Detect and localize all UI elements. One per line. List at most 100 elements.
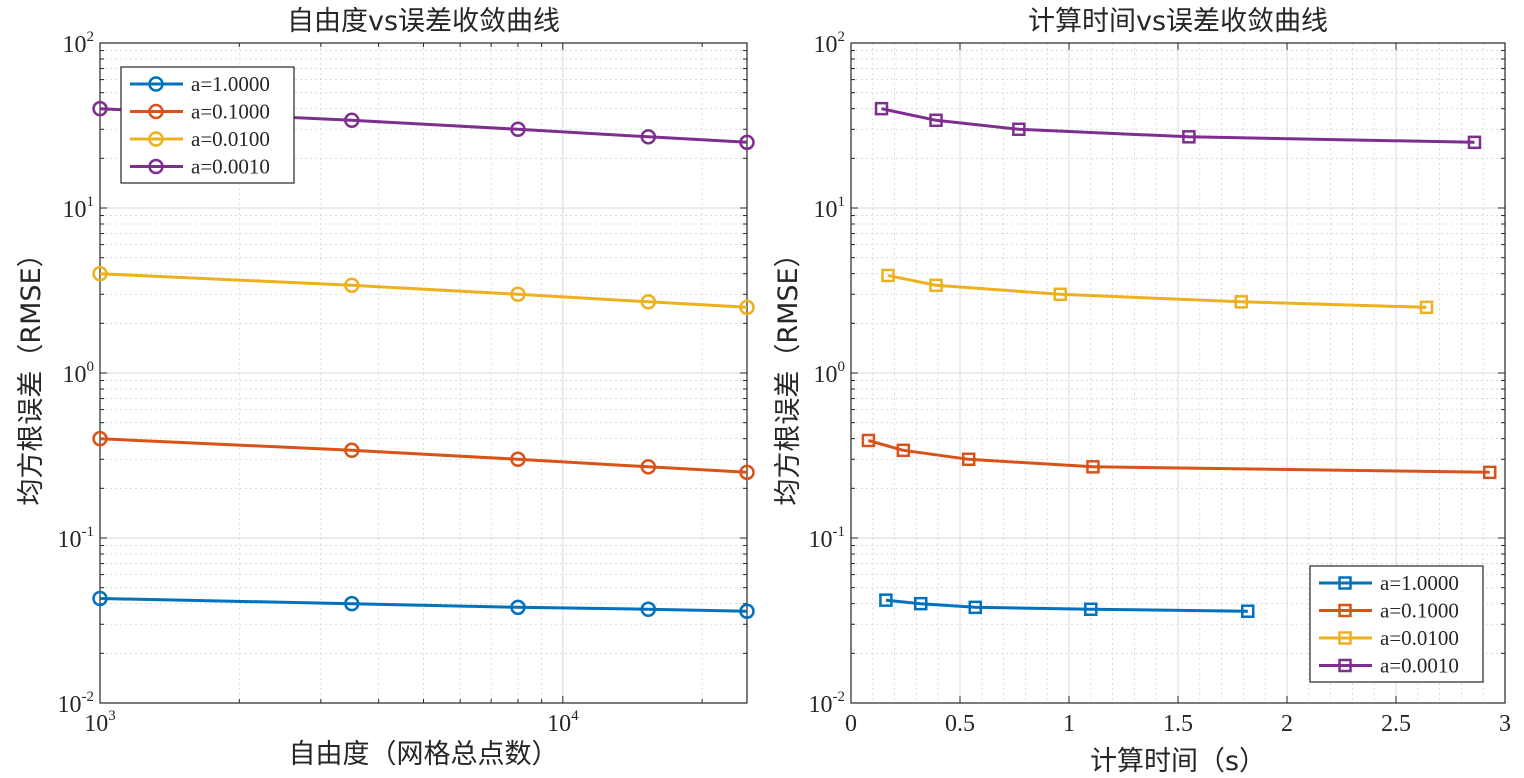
legend-label: a=0.0100 <box>1380 626 1459 650</box>
data-point <box>1467 135 1482 150</box>
data-point <box>1234 295 1248 309</box>
y-tick-base: 10 <box>63 32 87 58</box>
legend-label: a=1.0000 <box>191 72 270 96</box>
legend-marker <box>148 103 164 120</box>
chart-title: 自由度vs误差收敛曲线 <box>287 6 560 37</box>
data-point <box>739 464 755 481</box>
data-point <box>640 294 657 310</box>
data-point <box>914 596 928 611</box>
y-tick-label: 10-2 <box>809 689 846 718</box>
legend-label: a=0.0100 <box>191 127 270 151</box>
data-point <box>1053 287 1068 302</box>
y-tick-base: 10 <box>63 362 87 388</box>
x-axis-label: 计算时间（s） <box>1090 746 1266 777</box>
data-point <box>739 299 755 316</box>
data-point <box>861 433 876 448</box>
legend-label: a=0.0010 <box>1380 654 1459 678</box>
series-3 <box>881 268 1434 315</box>
y-tick-exponent: 1 <box>87 194 95 210</box>
y-tick-exponent: 0 <box>838 359 846 375</box>
x-tick-label: 3 <box>1499 711 1511 737</box>
legend: a=1.0000 a=0.1000 a=0.0100 a=0.0010 <box>120 66 295 184</box>
x-tick-label: 0 <box>845 711 857 737</box>
y-tick-exponent: -1 <box>82 524 95 540</box>
y-tick-base: 10 <box>58 527 82 553</box>
x-tick-label: 1.5 <box>1163 711 1193 737</box>
y-tick-base: 10 <box>814 197 838 223</box>
x-tick-label: 2 <box>1281 711 1293 737</box>
y-tick-base: 10 <box>58 692 82 718</box>
legend-marker <box>148 131 164 147</box>
data-point <box>344 112 360 129</box>
series-line <box>885 598 1248 613</box>
data-point <box>344 595 360 612</box>
series-line <box>881 107 1475 144</box>
series-4 <box>874 101 1482 150</box>
legend-marker <box>1338 631 1352 645</box>
data-point <box>874 101 889 116</box>
x-tick-label: 104 <box>547 708 579 737</box>
y-axis-label: 均方根误差（RMSE） <box>773 240 804 505</box>
data-point <box>1086 460 1100 474</box>
data-point <box>1241 604 1255 618</box>
data-point <box>640 459 657 475</box>
y-tick-label: 10-1 <box>809 524 846 553</box>
legend-marker <box>1338 576 1352 590</box>
legend-item: a=1.0000 <box>1319 571 1459 595</box>
x-tick-label: 103 <box>84 708 116 737</box>
x-axis-label: 自由度（网格总点数） <box>289 739 559 770</box>
data-point <box>1084 602 1098 616</box>
data-point <box>1419 300 1434 315</box>
series-1 <box>92 590 755 619</box>
legend-item: a=1.0000 <box>130 72 270 96</box>
legend-label: a=0.1000 <box>1380 599 1459 623</box>
y-tick-exponent: 2 <box>87 29 95 45</box>
data-point <box>640 129 657 145</box>
data-point <box>881 268 895 283</box>
data-point <box>739 134 755 151</box>
data-point <box>929 113 943 128</box>
legend-marker <box>148 158 164 175</box>
series-3 <box>92 265 755 316</box>
data-point <box>1482 465 1497 480</box>
data-point <box>879 593 893 607</box>
legend-label: a=1.0000 <box>1380 571 1459 595</box>
series-2 <box>92 430 755 481</box>
y-tick-base: 10 <box>809 527 833 553</box>
x-tick-label: 0.5 <box>945 711 975 737</box>
data-point <box>1182 130 1196 144</box>
series-line <box>99 597 748 613</box>
series-line <box>887 274 1427 309</box>
y-tick-label: 102 <box>814 29 846 58</box>
data-point <box>739 603 755 619</box>
y-tick-exponent: -1 <box>833 524 846 540</box>
legend-marker <box>148 76 164 92</box>
data-point <box>92 265 108 282</box>
data-point <box>510 121 526 138</box>
x-tick-label: 1 <box>1063 711 1075 737</box>
legend-label: a=0.0010 <box>191 155 270 179</box>
data-point <box>92 590 108 607</box>
grid <box>851 42 1505 704</box>
legend-item: a=0.0010 <box>1319 654 1459 678</box>
y-tick-base: 10 <box>63 197 87 223</box>
chart-title: 计算时间vs误差收敛曲线 <box>1028 6 1328 37</box>
x-tick-base: 10 <box>547 711 571 737</box>
y-tick-base: 10 <box>809 692 833 718</box>
data-point <box>640 601 657 617</box>
data-point <box>968 600 983 615</box>
data-point <box>961 452 976 467</box>
legend-marker <box>1338 603 1352 618</box>
y-tick-exponent: 0 <box>87 359 95 375</box>
series-2 <box>861 433 1497 480</box>
x-tick-exponent: 3 <box>108 708 116 724</box>
y-tick-base: 10 <box>814 32 838 58</box>
series-1 <box>879 593 1255 618</box>
legend-item: a=0.1000 <box>130 100 270 124</box>
data-point <box>896 443 911 458</box>
y-tick-base: 10 <box>814 362 838 388</box>
data-point <box>510 599 526 616</box>
